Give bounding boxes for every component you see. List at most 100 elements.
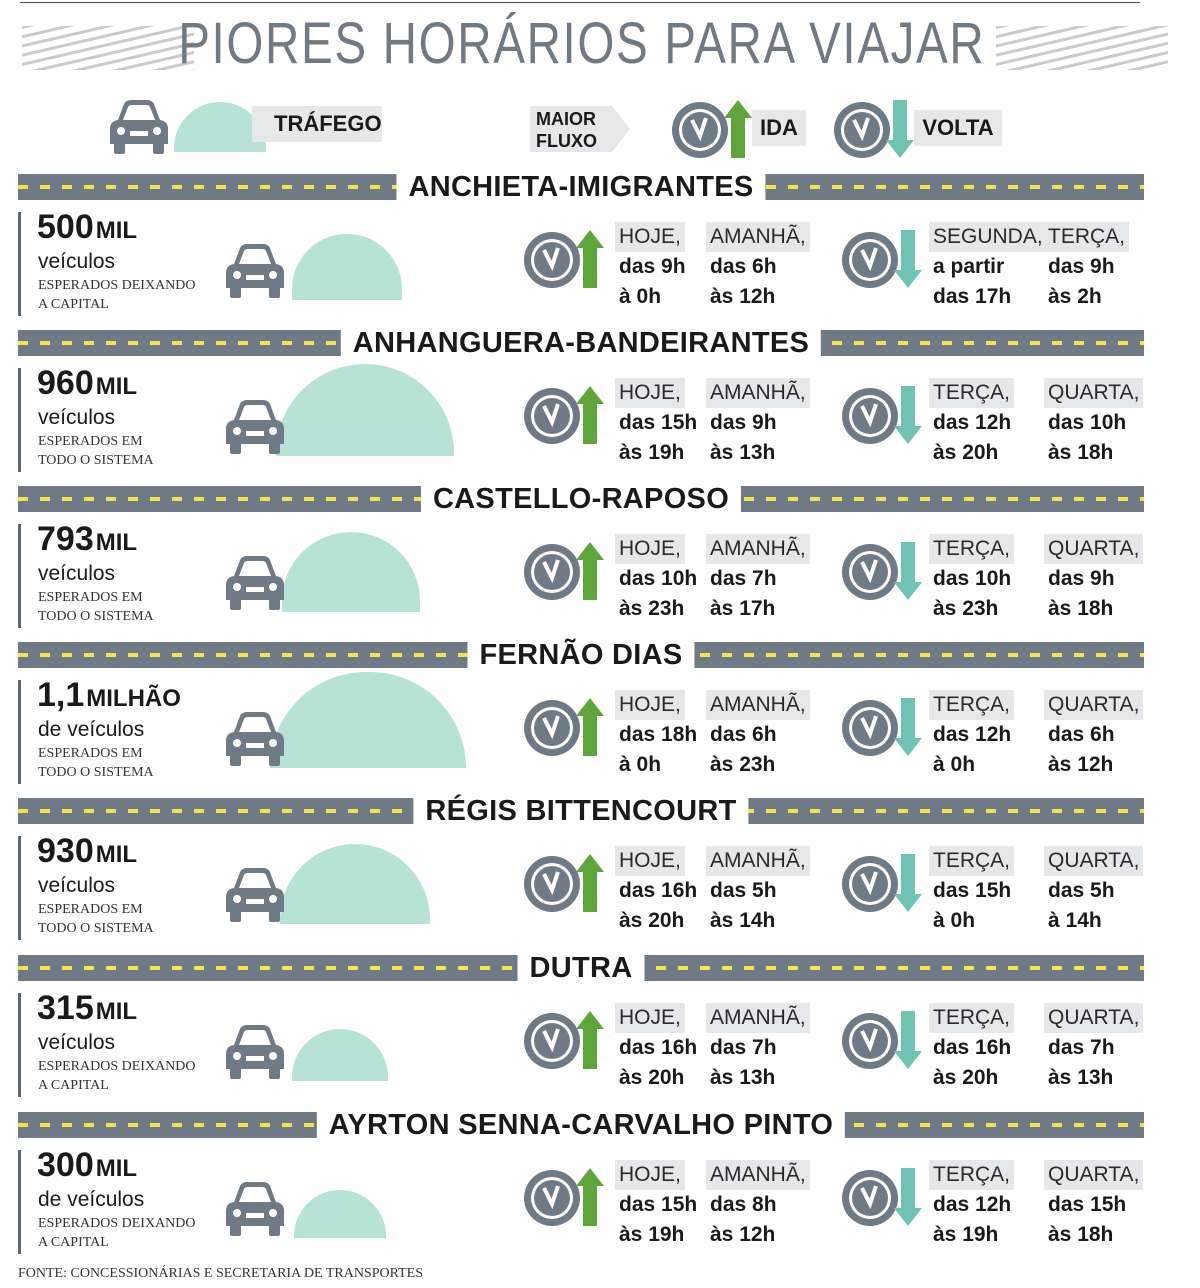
schedule-day: AMANHÃ, (706, 534, 810, 564)
road-bar: AYRTON SENNA-CARVALHO PINTO (18, 1106, 1144, 1144)
vehicle-description: ESPERADOS DEIXANDO A CAPITAL (38, 1214, 208, 1252)
schedule-from: das 15h (1048, 1193, 1127, 1216)
schedule-from: a partir (933, 255, 1005, 278)
schedule-from: das 16h (933, 1036, 1012, 1059)
vehicle-label: veículos (38, 874, 116, 897)
legend-flow-line1: MAIOR (536, 109, 596, 129)
vehicle-count: 1,1MILHÃO (37, 676, 181, 715)
section-rule (18, 836, 21, 940)
road-bar: RÉGIS BITTENCOURT (18, 792, 1144, 830)
vehicle-count-unit: MIL (95, 217, 138, 244)
car-icon (224, 866, 286, 929)
schedule-to: às 20h (619, 909, 685, 932)
schedule-to: à 0h (933, 909, 976, 932)
legend-volta-label: VOLTA (914, 110, 1002, 146)
schedule-column: AMANHÃ, das 6h às 12h (706, 222, 810, 312)
schedule-from: das 5h (710, 879, 777, 902)
vehicle-count: 315MIL (37, 989, 137, 1028)
schedule-column: HOJE, das 16h às 20h (615, 846, 697, 936)
clock-ida-icon (522, 226, 608, 297)
schedule-column: TERÇA, das 10h às 23h (929, 534, 1015, 624)
vehicle-count: 793MIL (37, 520, 137, 559)
vehicle-description-line1: ESPERADOS DEIXANDO (38, 1216, 196, 1231)
schedule-column: HOJE, das 9h à 0h (615, 222, 686, 312)
schedule-from: das 8h (710, 1193, 777, 1216)
schedule-to: às 17h (710, 597, 776, 620)
schedule-column: QUARTA, das 9h às 18h (1044, 534, 1144, 624)
schedule-day: HOJE, (615, 846, 685, 876)
clock-ida-icon (522, 1007, 608, 1078)
vehicle-description-line2: TODO O SISTEMA (38, 921, 154, 936)
schedule-from: das 16h (619, 879, 698, 902)
schedule-day: TERÇA, (929, 378, 1015, 408)
road-bar: FERNÃO DIAS (18, 636, 1144, 674)
schedule-column: TERÇA, das 12h às 19h (929, 1160, 1015, 1250)
clock-volta-icon (840, 1007, 926, 1078)
highway-name: ANCHIETA-IMIGRANTES (396, 168, 766, 206)
top-rule (20, 2, 1140, 3)
schedule-day: QUARTA, (1044, 378, 1144, 408)
car-icon (110, 100, 168, 154)
vehicle-count: 960MIL (37, 364, 137, 403)
clock-volta-icon (840, 538, 926, 609)
legend-flow-label: MAIOR FLUXO (530, 106, 630, 152)
vehicle-description: ESPERADOS EM TODO O SISTEMA (38, 432, 208, 470)
schedule-to: às 12h (1048, 753, 1114, 776)
car-icon (224, 554, 286, 617)
clock-ida-icon (522, 538, 608, 609)
schedule-day: TERÇA, (929, 1003, 1015, 1033)
clock-ida-icon (522, 1164, 608, 1235)
clock-ida-icon (672, 100, 752, 158)
schedule-from: das 18h (619, 723, 698, 746)
title-stripes-right (996, 26, 1168, 70)
vehicle-description-line1: ESPERADOS EM (38, 902, 143, 917)
schedule-column: AMANHÃ, das 7h às 17h (706, 534, 810, 624)
car-icon (224, 1023, 286, 1086)
vehicle-description-line2: A CAPITAL (38, 1078, 109, 1093)
schedule-day: HOJE, (615, 534, 685, 564)
car-icon (224, 242, 286, 305)
traffic-dome-icon (292, 234, 402, 300)
road-bar: ANCHIETA-IMIGRANTES (18, 168, 1144, 206)
schedule-from: das 15h (619, 1193, 698, 1216)
clock-volta-icon (834, 100, 914, 158)
vehicle-count: 500MIL (37, 208, 137, 247)
section-rule (18, 524, 21, 628)
clock-volta-icon (840, 1164, 926, 1235)
section-rule (18, 993, 21, 1097)
legend-ida-label: IDA (752, 110, 806, 146)
schedule-column: TERÇA, das 12h às 20h (929, 378, 1015, 468)
road-bar: CASTELLO-RAPOSO (18, 480, 1144, 518)
schedule-day: QUARTA, (1044, 1160, 1144, 1190)
vehicle-count-number: 930 (37, 832, 94, 870)
vehicle-label: veículos (38, 406, 116, 429)
schedule-column: SEGUNDA, a partir das 17h (929, 222, 1047, 312)
vehicle-description-line1: ESPERADOS EM (38, 746, 143, 761)
schedule-column: TERÇA, das 9h às 2h (1044, 222, 1130, 312)
vehicle-description-line2: A CAPITAL (38, 297, 109, 312)
schedule-to: às 20h (933, 1066, 999, 1089)
source-note: FONTE: CONCESSIONÁRIAS E SECRETARIA DE T… (18, 1266, 423, 1281)
schedule-from: das 7h (710, 567, 777, 590)
vehicle-count-number: 793 (37, 520, 94, 558)
schedule-to: às 18h (1048, 441, 1114, 464)
schedule-to: às 19h (933, 1223, 999, 1246)
vehicle-description-line2: TODO O SISTEMA (38, 765, 154, 780)
car-icon (224, 398, 286, 461)
vehicle-description: ESPERADOS DEIXANDO A CAPITAL (38, 276, 208, 314)
clock-ida-icon (522, 850, 608, 921)
schedule-from: das 9h (1048, 255, 1115, 278)
schedule-day: QUARTA, (1044, 846, 1144, 876)
traffic-dome-icon (270, 672, 466, 768)
vehicle-label: veículos (38, 250, 116, 273)
vehicle-description-line1: ESPERADOS EM (38, 590, 143, 605)
road-bar: DUTRA (18, 949, 1144, 987)
schedule-from: das 15h (619, 411, 698, 434)
vehicle-description-line2: TODO O SISTEMA (38, 453, 154, 468)
legend: TRÁFEGO MAIOR FLUXO IDA VOLTA (0, 92, 1200, 162)
schedule-to: à 0h (933, 753, 976, 776)
highway-section: DUTRA 315MIL veículos ESPERADOS DEIXANDO A C… (0, 949, 1200, 1111)
legend-flow-line2: FLUXO (536, 131, 597, 151)
schedule-to: às 13h (710, 441, 776, 464)
car-icon (224, 1180, 286, 1243)
